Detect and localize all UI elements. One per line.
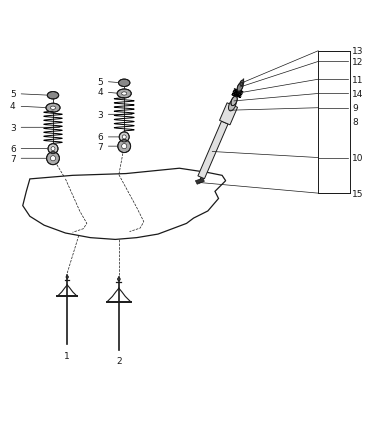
Polygon shape [195,179,204,185]
Text: 13: 13 [352,47,363,56]
Text: 2: 2 [116,356,122,366]
Text: 4: 4 [97,88,118,97]
Text: 5: 5 [97,77,119,86]
Text: 3: 3 [10,123,60,132]
Text: 4: 4 [10,102,47,111]
Polygon shape [198,122,228,179]
Circle shape [122,135,126,140]
Ellipse shape [46,104,60,113]
Ellipse shape [47,92,59,100]
Text: 8: 8 [352,118,358,127]
Ellipse shape [228,100,236,112]
Circle shape [46,153,59,165]
Text: 11: 11 [352,76,363,85]
Ellipse shape [119,80,130,87]
Text: 6: 6 [10,145,47,154]
Text: 9: 9 [352,104,358,113]
Ellipse shape [231,97,237,106]
Circle shape [48,144,58,154]
Text: 14: 14 [352,90,363,99]
Ellipse shape [122,92,127,96]
Text: 1: 1 [64,351,70,360]
Polygon shape [23,169,226,240]
Text: 7: 7 [97,142,119,151]
Ellipse shape [117,90,131,99]
Circle shape [119,132,129,143]
Text: 15: 15 [352,189,363,198]
Ellipse shape [237,83,243,92]
Text: 3: 3 [97,111,132,120]
Ellipse shape [240,81,244,86]
Circle shape [51,147,55,151]
Text: 12: 12 [352,58,363,67]
Text: 7: 7 [10,154,47,163]
Text: 10: 10 [352,154,363,163]
Ellipse shape [51,107,56,110]
Polygon shape [220,104,238,126]
Circle shape [51,157,56,161]
Circle shape [118,141,131,153]
Circle shape [122,144,127,149]
Text: 5: 5 [10,90,47,99]
Text: 6: 6 [97,133,119,142]
